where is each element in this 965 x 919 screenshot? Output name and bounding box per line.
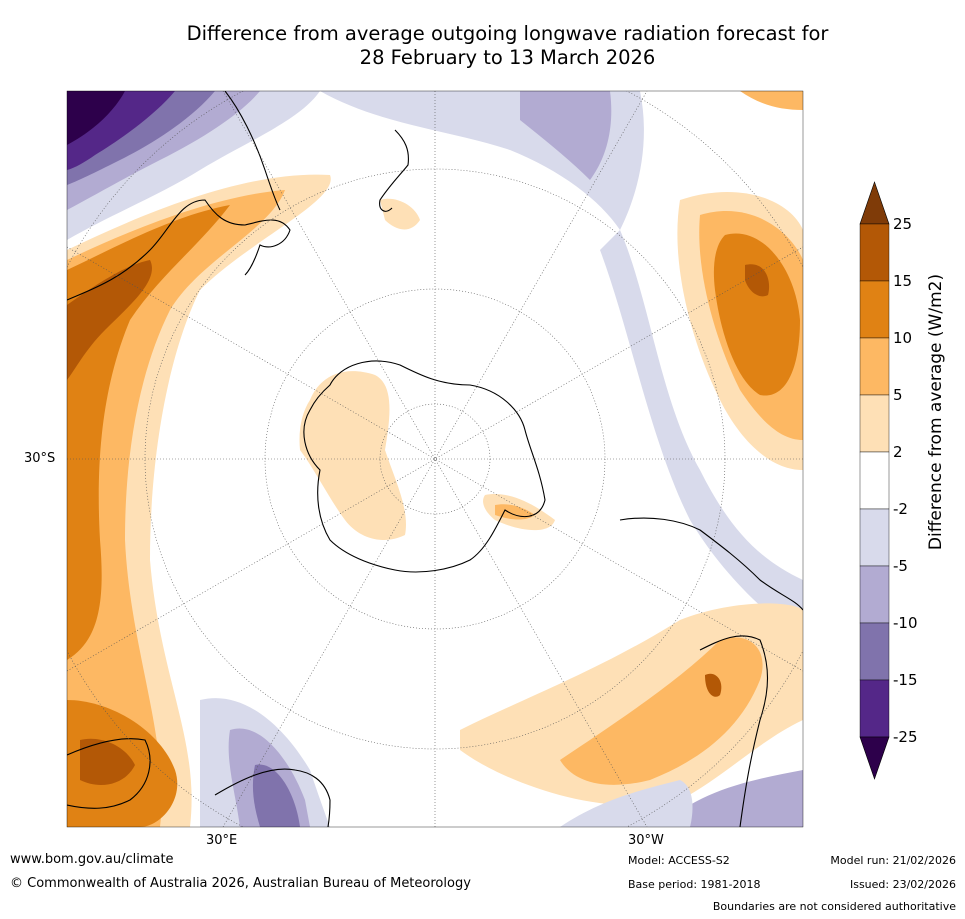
colorbar-segment bbox=[859, 679, 890, 738]
boundaries-disclaimer: Boundaries are not considered authoritat… bbox=[712, 900, 956, 913]
anomaly-positive-nz bbox=[380, 198, 420, 230]
anomaly-positive-antarctica bbox=[299, 371, 406, 540]
colorbar-segment bbox=[859, 337, 890, 396]
colorbar-segment bbox=[859, 394, 890, 453]
meridian-30w bbox=[222, 91, 648, 827]
anomaly-positive-se-10 bbox=[705, 673, 722, 697]
map-title-line1: Difference from average outgoing longwav… bbox=[186, 22, 829, 45]
colorbar-tick-label: 2 bbox=[893, 443, 903, 461]
longitude-label-30e: 30°E bbox=[206, 833, 238, 848]
meridian-60e bbox=[67, 246, 803, 672]
anomaly-negative-north-5 bbox=[520, 91, 612, 180]
australia-coastline bbox=[67, 91, 291, 301]
anomaly-negative-se bbox=[660, 770, 803, 827]
copyright-text: © Commonwealth of Australia 2026, Austra… bbox=[10, 876, 471, 891]
colorbar-segment bbox=[859, 508, 890, 567]
antarctica-coastline bbox=[303, 360, 546, 573]
anomaly-positive-sw-15 bbox=[80, 738, 135, 785]
colorbar-tick-label: 15 bbox=[893, 272, 913, 290]
colorbar-segment bbox=[859, 622, 890, 681]
south-america-coastline bbox=[619, 517, 803, 827]
africa-south-coastline bbox=[214, 768, 331, 827]
colorbar-segment bbox=[859, 565, 890, 624]
model-run-date: Model run: 21/02/2026 bbox=[830, 854, 956, 867]
colorbar-tick-label: 10 bbox=[893, 329, 913, 347]
anomaly-negative-south-15 bbox=[252, 764, 300, 827]
colorbar-tick-label: 5 bbox=[893, 386, 903, 404]
meridian-30e bbox=[222, 91, 648, 827]
anomaly-field bbox=[67, 91, 803, 827]
issued-date: Issued: 23/02/2026 bbox=[849, 878, 956, 891]
africa-coastline bbox=[67, 738, 151, 809]
anomaly-positive-east-15 bbox=[745, 264, 770, 297]
longitude-label-30w: 30°W bbox=[628, 833, 664, 848]
colorbar-segment bbox=[859, 223, 890, 282]
colorbar bbox=[859, 181, 890, 780]
anomaly-positive-peninsula-5 bbox=[495, 504, 535, 520]
latitude-label: 30°S bbox=[24, 451, 56, 466]
colorbar-tick-label: -15 bbox=[893, 671, 918, 689]
colorbar-extend-max bbox=[859, 181, 890, 225]
anomaly-positive-ne bbox=[740, 91, 803, 110]
anomaly-negative-east bbox=[600, 230, 803, 640]
meridian-60w bbox=[67, 246, 803, 672]
map-frame bbox=[66, 90, 804, 828]
graticule bbox=[67, 91, 803, 827]
map-title-line2: 28 February to 13 March 2026 bbox=[359, 46, 656, 69]
colorbar-title: Difference from average (W/m2) bbox=[926, 273, 946, 551]
anomaly-negative-nw-core bbox=[67, 91, 125, 145]
colorbar-tick-label: -2 bbox=[893, 500, 908, 518]
anomaly-positive-east-10 bbox=[713, 233, 800, 396]
colorbar-extend-min bbox=[859, 736, 890, 780]
colorbar-segment bbox=[859, 451, 890, 510]
model-name: Model: ACCESS-S2 bbox=[628, 854, 730, 867]
anomaly-positive-west-15 bbox=[67, 260, 152, 380]
website-link[interactable]: www.bom.gov.au/climate bbox=[10, 852, 174, 867]
coastlines bbox=[67, 91, 803, 827]
colorbar-segment bbox=[859, 280, 890, 339]
anomaly-negative-se-2 bbox=[560, 780, 693, 827]
base-period: Base period: 1981-2018 bbox=[628, 878, 761, 891]
colorbar-tick-label: 25 bbox=[893, 215, 913, 233]
colorbar-tick-label: -5 bbox=[893, 557, 908, 575]
colorbar-tick-label: -25 bbox=[893, 728, 918, 746]
new-zealand-coastline bbox=[379, 129, 409, 212]
colorbar-tick-label: -10 bbox=[893, 614, 918, 632]
map-title: Difference from average outgoing longwav… bbox=[80, 22, 935, 70]
anomaly-positive-west-5 bbox=[67, 190, 285, 827]
